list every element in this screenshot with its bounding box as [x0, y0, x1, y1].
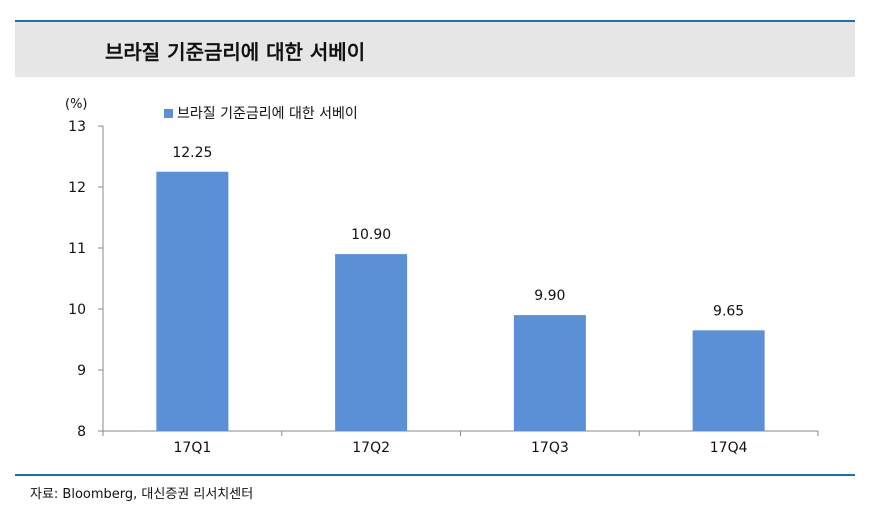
- bar: [513, 315, 586, 431]
- bar: [156, 171, 229, 431]
- y-tick-label: 11: [68, 241, 86, 257]
- y-tick-label: 12: [68, 180, 86, 196]
- x-tick-label: 17Q2: [352, 440, 390, 456]
- x-tick-label: 17Q4: [710, 440, 748, 456]
- y-tick-label: 9: [77, 363, 86, 379]
- y-tick-label: 10: [68, 302, 86, 318]
- bar: [692, 330, 765, 431]
- top-rule: [15, 20, 855, 22]
- source-note: 자료: Bloomberg, 대신증권 리서치센터: [30, 487, 254, 502]
- axes: 8 9 10 11 12 13 17Q1 17Q2 17Q3 17Q4: [68, 119, 819, 456]
- x-tick-label: 17Q3: [531, 440, 569, 456]
- legend-label: 브라질 기준금리에 대한 서베이: [177, 106, 358, 122]
- y-tick-label: 13: [68, 119, 86, 135]
- legend: 브라질 기준금리에 대한 서베이: [164, 106, 358, 122]
- data-labels: 12.25 10.90 9.90 9.65: [172, 145, 744, 320]
- data-label: 9.65: [713, 303, 744, 319]
- x-tick-label: 17Q1: [174, 440, 212, 456]
- header-band: [15, 22, 855, 77]
- legend-swatch: [164, 109, 173, 118]
- data-label: 10.90: [351, 227, 391, 243]
- bars: [156, 171, 765, 431]
- bottom-rule: [15, 474, 855, 476]
- y-unit-label: (%): [65, 97, 88, 112]
- bar: [335, 254, 408, 431]
- data-label: 9.90: [534, 288, 565, 304]
- y-tick-label: 8: [77, 424, 86, 440]
- chart-title: 브라질 기준금리에 대한 서베이: [105, 40, 366, 64]
- data-label: 12.25: [172, 145, 212, 161]
